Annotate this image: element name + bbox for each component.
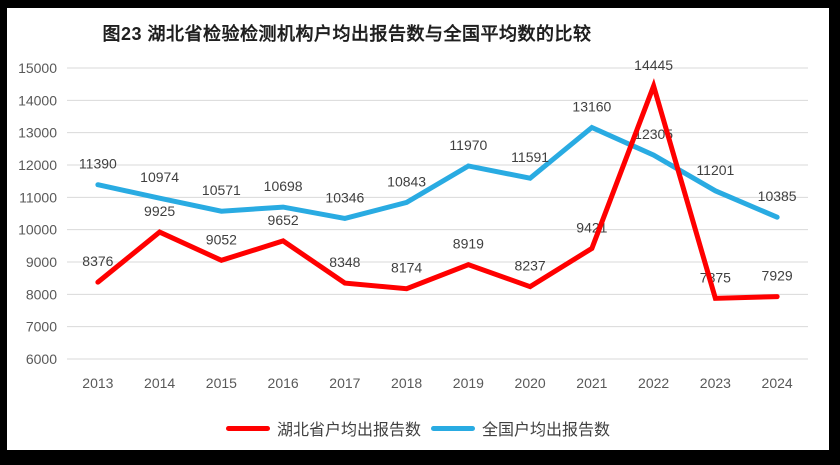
y-axis-tick-label: 10000 bbox=[18, 222, 57, 238]
y-axis-tick-label: 7000 bbox=[26, 319, 57, 335]
national-data-label: 10698 bbox=[264, 178, 303, 194]
image-frame: 图23 湖北省检验检测机构户均出报告数与全国平均数的比较 60007000800… bbox=[0, 0, 840, 465]
x-axis-tick-label: 2019 bbox=[453, 375, 484, 391]
national-data-label: 11390 bbox=[79, 156, 117, 172]
hubei-data-label: 9925 bbox=[144, 203, 175, 219]
y-axis-tick-label: 14000 bbox=[18, 92, 57, 108]
hubei-data-label: 9052 bbox=[206, 231, 237, 247]
hubei-data-label: 8919 bbox=[453, 236, 484, 252]
national-data-label: 10385 bbox=[758, 188, 797, 204]
hubei-data-label: 8237 bbox=[515, 258, 546, 274]
x-axis-tick-label: 2023 bbox=[700, 375, 731, 391]
hubei-data-label: 8348 bbox=[329, 254, 360, 270]
x-axis-tick-label: 2024 bbox=[762, 375, 793, 391]
x-axis-tick-label: 2017 bbox=[329, 375, 360, 391]
national-data-label: 11970 bbox=[449, 137, 487, 153]
hubei-data-label: 7929 bbox=[762, 268, 793, 284]
national-data-label: 11591 bbox=[511, 149, 549, 165]
legend-label-hubei: 湖北省户均出报告数 bbox=[277, 416, 421, 440]
y-axis-tick-label: 8000 bbox=[26, 286, 57, 302]
x-axis-tick-label: 2013 bbox=[82, 375, 113, 391]
legend-swatch-national bbox=[431, 426, 475, 431]
chart-legend: 湖北省户均出报告数 全国户均出报告数 bbox=[7, 416, 829, 440]
hubei-data-label: 7875 bbox=[700, 269, 731, 285]
hubei-data-label: 8174 bbox=[391, 260, 422, 276]
x-axis-tick-label: 2020 bbox=[515, 375, 546, 391]
legend-label-national: 全国户均出报告数 bbox=[482, 416, 610, 440]
x-axis-tick-label: 2018 bbox=[391, 375, 422, 391]
national-data-label: 13160 bbox=[572, 98, 611, 114]
hubei-data-label: 8376 bbox=[82, 253, 113, 269]
y-axis-tick-label: 6000 bbox=[26, 351, 57, 367]
y-axis-tick-label: 15000 bbox=[18, 60, 57, 76]
national-data-label: 11201 bbox=[696, 162, 734, 178]
y-axis-tick-label: 9000 bbox=[26, 254, 57, 270]
national-data-label: 10346 bbox=[325, 189, 364, 205]
national-data-label: 10974 bbox=[140, 169, 179, 185]
x-axis-tick-label: 2016 bbox=[268, 375, 299, 391]
line-chart-plot-area: 6000 7000 8000 9000 10000 11000 12000 13000 1400… bbox=[7, 8, 829, 408]
x-axis-tick-label: 2015 bbox=[206, 375, 237, 391]
legend-item-hubei: 湖北省户均出报告数 bbox=[226, 416, 421, 440]
legend-swatch-hubei bbox=[226, 426, 270, 431]
legend-item-national: 全国户均出报告数 bbox=[431, 416, 610, 440]
hubei-data-label: 9652 bbox=[268, 212, 299, 228]
hubei-series-line bbox=[98, 86, 777, 298]
hubei-data-label: 14445 bbox=[634, 57, 673, 73]
national-data-label: 10843 bbox=[387, 173, 426, 189]
x-axis-tick-label: 2021 bbox=[576, 375, 607, 391]
national-series-line bbox=[98, 127, 777, 218]
y-axis-tick-label: 11000 bbox=[19, 189, 57, 205]
x-axis-tick-label: 2014 bbox=[144, 375, 175, 391]
national-data-label: 10571 bbox=[202, 182, 241, 198]
y-axis-tick-label: 13000 bbox=[18, 125, 57, 141]
chart-canvas: 图23 湖北省检验检测机构户均出报告数与全国平均数的比较 60007000800… bbox=[7, 8, 829, 450]
y-axis-tick-label: 12000 bbox=[18, 157, 57, 173]
x-axis-tick-label: 2022 bbox=[638, 375, 669, 391]
